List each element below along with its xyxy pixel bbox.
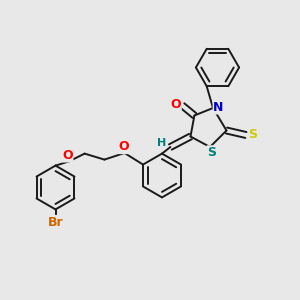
Text: Br: Br: [48, 215, 63, 229]
Text: S: S: [248, 128, 257, 142]
Text: O: O: [118, 140, 129, 154]
Text: O: O: [62, 149, 73, 162]
Text: S: S: [207, 146, 216, 159]
Text: O: O: [170, 98, 181, 111]
Text: H: H: [157, 138, 166, 148]
Text: N: N: [213, 101, 224, 114]
